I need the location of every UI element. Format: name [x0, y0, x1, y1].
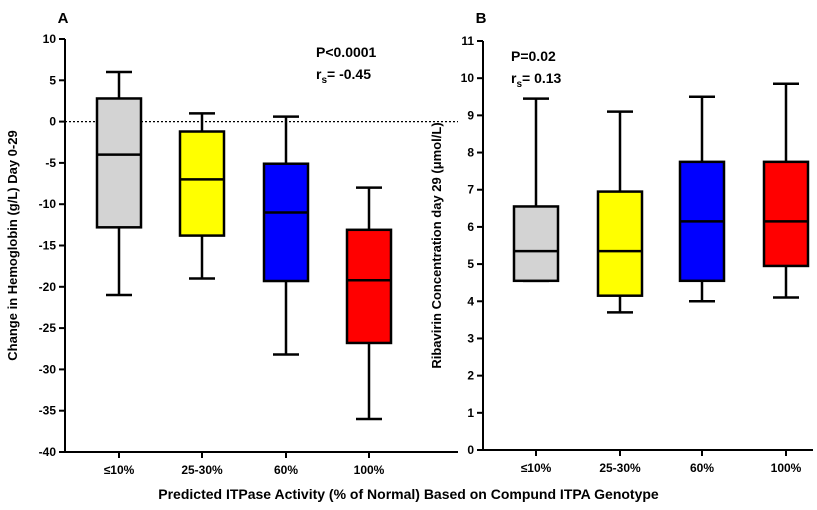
- spearman-r-text: rs= 0.13: [511, 70, 562, 90]
- r-symbol: r: [511, 70, 517, 86]
- y-tick-label: -30: [39, 362, 57, 376]
- y-axis-label: Change in Hemoglobin (g/L) Day 0-29: [5, 130, 20, 360]
- y-tick-label: 5: [467, 257, 474, 271]
- y-tick-label: 7: [467, 183, 474, 197]
- y-tick-label: -35: [39, 404, 57, 418]
- r-value: = 0.13: [522, 70, 562, 86]
- y-tick-label: -10: [39, 197, 57, 211]
- y-tick-label: -20: [39, 280, 57, 294]
- y-tick-label: -25: [39, 321, 57, 335]
- p-value-text: P=0.02: [511, 48, 556, 64]
- y-tick-label: 11: [461, 34, 474, 48]
- shared-x-axis-label: Predicted ITPase Activity (% of Normal) …: [158, 486, 659, 502]
- iqr-box: [262, 162, 310, 283]
- x-tick-label: ≤10%: [521, 461, 552, 475]
- spearman-r-text: rs= -0.45: [316, 66, 371, 86]
- box-ribavirin-1: ≤10%: [512, 97, 560, 475]
- y-tick-label: 10: [461, 71, 475, 85]
- y-tick-label: -5: [45, 156, 56, 170]
- x-tick-label: 100%: [771, 461, 802, 475]
- y-axis-label: Ribavirin Concentration day 29 (μmol/L): [429, 122, 444, 368]
- iqr-box: [596, 190, 644, 297]
- box-ribavirin-4: 100%: [762, 82, 810, 475]
- box-hemoglobin-4: 100%: [345, 186, 393, 477]
- panel-label: A: [58, 10, 69, 27]
- x-tick-label: 60%: [274, 463, 298, 477]
- iqr-box: [345, 228, 393, 345]
- x-tick-label: 25-30%: [599, 461, 641, 475]
- box-hemoglobin-3: 60%: [262, 115, 310, 477]
- box-hemoglobin-2: 25-30%: [178, 112, 226, 477]
- iqr-box: [512, 205, 560, 283]
- y-tick-label: 4: [467, 294, 474, 308]
- r-subscript: s: [516, 79, 522, 90]
- y-tick-label: 6: [467, 220, 474, 234]
- x-tick-label: 60%: [690, 461, 714, 475]
- y-tick-label: 0: [49, 115, 56, 129]
- x-tick-label: 25-30%: [181, 463, 223, 477]
- y-tick-label: 0: [467, 443, 474, 457]
- iqr-box: [95, 97, 143, 229]
- y-tick-label: 8: [467, 146, 474, 160]
- y-tick-label: 2: [467, 369, 474, 383]
- x-tick-label: 100%: [354, 463, 385, 477]
- iqr-box: [762, 160, 810, 268]
- iqr-box: [178, 130, 226, 237]
- y-tick-label: 3: [467, 331, 474, 345]
- p-value-text: P<0.0001: [316, 44, 377, 60]
- y-tick-label: -15: [39, 239, 57, 253]
- y-tick-label: 10: [43, 32, 57, 46]
- y-tick-label: 5: [49, 73, 56, 87]
- r-symbol: r: [316, 66, 322, 82]
- box-hemoglobin-1: ≤10%: [95, 70, 143, 477]
- box-ribavirin-3: 60%: [678, 95, 726, 475]
- box-ribavirin-2: 25-30%: [596, 110, 644, 475]
- y-tick-label: 9: [467, 108, 474, 122]
- y-tick-label: -40: [39, 445, 57, 459]
- panel-a: A10 5 0 -5 -10 -15 -20 -25 -30 -35 -40 ≤10% 25-30% 60…: [5, 10, 458, 477]
- panel-label: B: [476, 10, 487, 27]
- y-tick-label: 1: [467, 406, 474, 420]
- r-value: = -0.45: [327, 66, 371, 82]
- r-subscript: s: [321, 75, 327, 86]
- x-tick-label: ≤10%: [104, 463, 135, 477]
